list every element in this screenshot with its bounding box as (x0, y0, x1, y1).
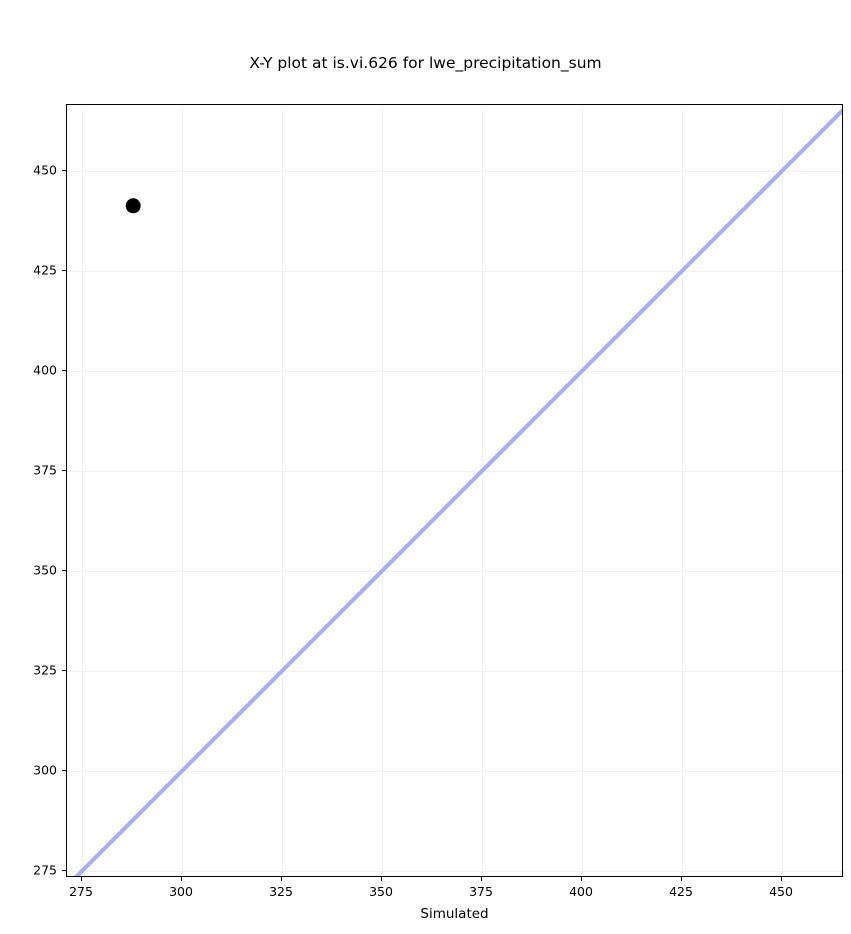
plot-axes-area (66, 104, 843, 877)
x-tick-mark (181, 877, 183, 881)
x-tick-label: 375 (469, 884, 493, 899)
y-tick-mark (62, 870, 66, 872)
x-tick-label: 400 (569, 884, 593, 899)
x-tick-mark (381, 877, 383, 881)
x-tick-mark (81, 877, 83, 881)
scatter-point (125, 198, 141, 214)
plot-graphics (74, 108, 842, 876)
y-tick-label: 275 (33, 862, 57, 878)
y-tick-mark (62, 770, 66, 772)
x-tick-label: 275 (69, 884, 93, 899)
gridline-horizontal (67, 371, 842, 372)
x-axis-label: Simulated (420, 906, 489, 922)
y-tick-mark (62, 470, 66, 472)
y-tick-label: 400 (33, 362, 57, 378)
y-tick-label: 300 (33, 762, 57, 778)
x-tick-label: 325 (269, 884, 293, 899)
x-tick-mark (781, 877, 783, 881)
gridline-horizontal (67, 171, 842, 172)
x-tick-mark (481, 877, 483, 881)
scatter-points-group (125, 198, 141, 214)
x-tick-label: 425 (669, 884, 693, 899)
y-tick-label: 450 (33, 162, 57, 178)
gridline-horizontal (67, 471, 842, 472)
gridline-vertical (682, 105, 683, 876)
x-tick-mark (281, 877, 283, 881)
x-tick-mark (681, 877, 683, 881)
gridline-vertical (182, 105, 183, 876)
y-tick-mark (62, 270, 66, 272)
x-tick-label: 450 (769, 884, 793, 899)
y-tick-label: 325 (33, 662, 57, 678)
one-to-one-reference-line (74, 108, 842, 876)
y-tick-mark (62, 370, 66, 372)
gridline-vertical (582, 105, 583, 876)
one-to-one-line-group (74, 108, 842, 876)
chart-title-line-1: X-Y plot at is.vi.626 for lwe_precipitat… (249, 54, 602, 72)
gridline-vertical (782, 105, 783, 876)
y-tick-label: 375 (33, 462, 57, 478)
gridline-vertical (282, 105, 283, 876)
gridline-horizontal (67, 871, 842, 872)
x-tick-label: 300 (169, 884, 193, 899)
x-tick-mark (581, 877, 583, 881)
y-tick-label: 425 (33, 262, 57, 278)
y-tick-mark (62, 570, 66, 572)
y-tick-label: 350 (33, 562, 57, 578)
gridline-vertical (482, 105, 483, 876)
x-tick-label: 350 (369, 884, 393, 899)
gridline-horizontal (67, 771, 842, 772)
gridline-horizontal (67, 671, 842, 672)
gridline-horizontal (67, 271, 842, 272)
y-tick-mark (62, 670, 66, 672)
gridline-vertical (82, 105, 83, 876)
y-tick-mark (62, 170, 66, 172)
gridline-vertical (382, 105, 383, 876)
gridline-horizontal (67, 571, 842, 572)
